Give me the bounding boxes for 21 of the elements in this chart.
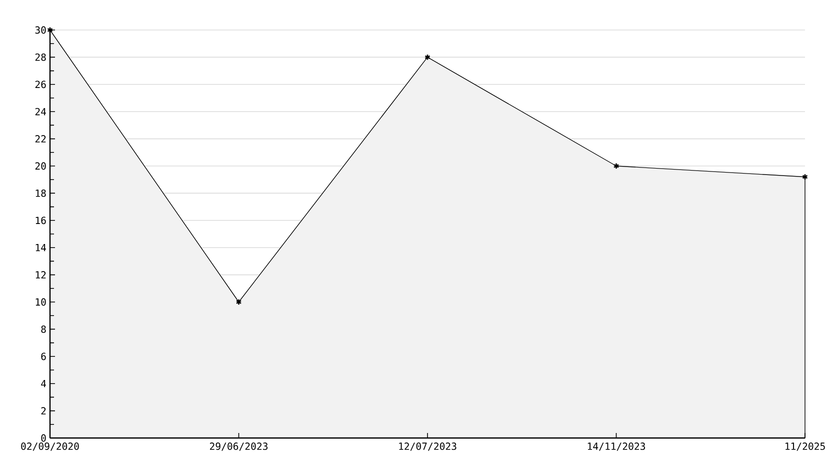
x-tick-label: 29/06/2023 <box>210 442 268 451</box>
y-tick-label: 12 <box>36 271 46 278</box>
y-tick-label: 30 <box>35 26 46 34</box>
y-tick-label: 20 <box>35 162 46 170</box>
y-tick-label: 26 <box>35 80 46 88</box>
y-tick-label: 0 <box>41 434 46 442</box>
x-tick-label: 14/11/2023 <box>588 442 646 451</box>
x-tick-label: 12/07/2023 <box>399 442 456 451</box>
y-tick-label: 28 <box>35 53 46 61</box>
y-tick-label: 6 <box>41 352 46 360</box>
y-tick-label: 2 <box>41 407 46 414</box>
y-tick-label: 18 <box>36 190 46 197</box>
x-tick-label: 02/09/2020 <box>21 442 79 451</box>
y-tick-label: 16 <box>36 216 46 224</box>
y-tick-label: 8 <box>41 326 46 333</box>
y-tick-label: 22 <box>35 135 46 142</box>
x-tick-label: 11/2025 <box>786 442 825 451</box>
y-tick-label: 24 <box>35 108 46 116</box>
y-tick-label: 14 <box>36 244 46 252</box>
y-tick-label: 4 <box>41 380 46 388</box>
y-tick-label: 10 <box>36 298 46 306</box>
